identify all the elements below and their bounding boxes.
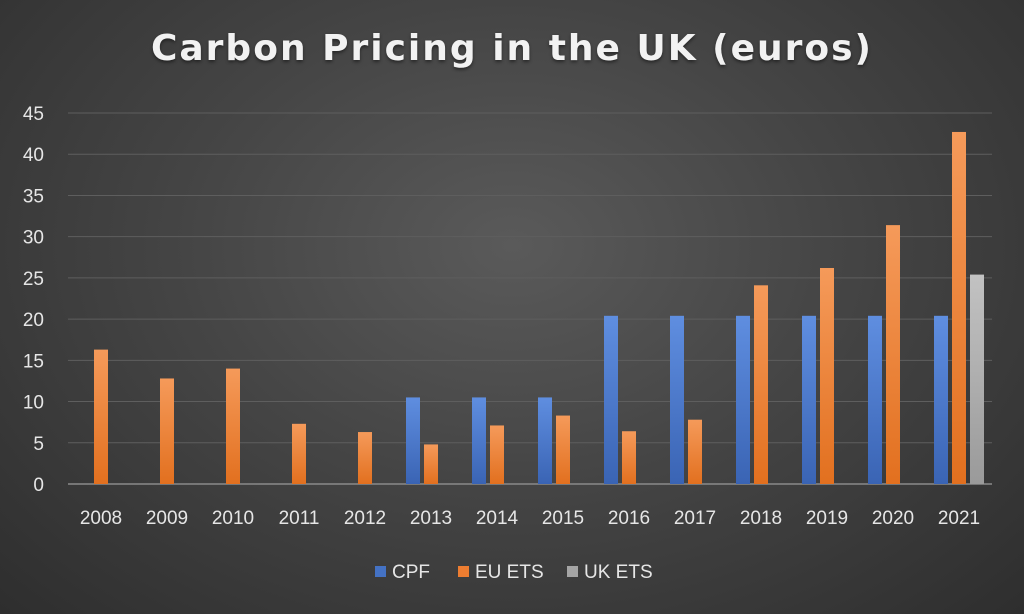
chart-title: Carbon Pricing in the UK (euros) [150,28,874,69]
y-tick-label: 25 [23,269,44,290]
bar-cpf-2019 [802,315,816,484]
bar-cpf-2021 [934,315,948,484]
x-tick-label: 2021 [938,508,980,529]
bar-cpf-2013 [406,397,420,484]
x-tick-label: 2008 [80,508,122,529]
bar-eu-ets-2017 [688,419,702,484]
legend-label-uk-ets: UK ETS [584,562,653,583]
y-tick-label: 5 [33,434,44,455]
y-axis: 0 5 10 15 20 25 30 35 40 45 [23,104,44,496]
legend-label-eu-ets: EU ETS [475,562,544,583]
bar-cpf-2017 [670,315,684,484]
x-tick-label: 2012 [344,508,386,529]
bar-eu-ets-2011 [292,423,306,484]
x-tick-label: 2009 [146,508,188,529]
y-tick-label: 45 [23,104,44,125]
bar-eu-ets-2021 [952,131,966,484]
bars [94,131,984,484]
y-tick-label: 40 [23,145,44,166]
legend: CPF EU ETS UK ETS [375,562,653,583]
bar-eu-ets-2019 [820,267,834,484]
bar-cpf-2020 [868,315,882,484]
bar-eu-ets-2010 [226,368,240,484]
x-tick-label: 2010 [212,508,254,529]
x-tick-label: 2013 [410,508,452,529]
bar-eu-ets-2008 [94,349,108,484]
legend-swatch-uk-ets [567,566,578,577]
bar-uk-ets-2021 [970,274,984,484]
bar-cpf-2015 [538,397,552,484]
x-tick-label: 2018 [740,508,782,529]
bar-cpf-2018 [736,315,750,484]
bar-eu-ets-2018 [754,285,768,484]
y-tick-label: 0 [33,475,44,496]
x-tick-label: 2014 [476,508,519,529]
y-tick-label: 15 [23,351,44,372]
bar-eu-ets-2016 [622,431,636,484]
bar-eu-ets-2013 [424,444,438,484]
y-tick-label: 30 [23,228,44,249]
x-tick-label: 2017 [674,508,716,529]
bar-eu-ets-2020 [886,225,900,484]
x-tick-label: 2019 [806,508,848,529]
gridlines [68,112,992,485]
x-axis: 2008 2009 2010 2011 2012 2013 2014 2015 2016 2017… [80,508,980,529]
x-tick-label: 2016 [608,508,650,529]
y-tick-label: 35 [23,186,44,207]
legend-label-cpf: CPF [392,562,430,583]
bar-eu-ets-2012 [358,432,372,484]
x-tick-label: 2011 [279,508,320,529]
legend-swatch-cpf [375,566,386,577]
y-tick-label: 20 [23,310,44,331]
x-tick-label: 2020 [872,508,914,529]
x-tick-label: 2015 [542,508,584,529]
bar-eu-ets-2014 [490,425,504,484]
bar-eu-ets-2015 [556,415,570,484]
bar-eu-ets-2009 [160,378,174,484]
bar-cpf-2016 [604,315,618,484]
legend-swatch-eu-ets [458,566,469,577]
bar-cpf-2014 [472,397,486,484]
y-tick-label: 10 [23,393,44,414]
